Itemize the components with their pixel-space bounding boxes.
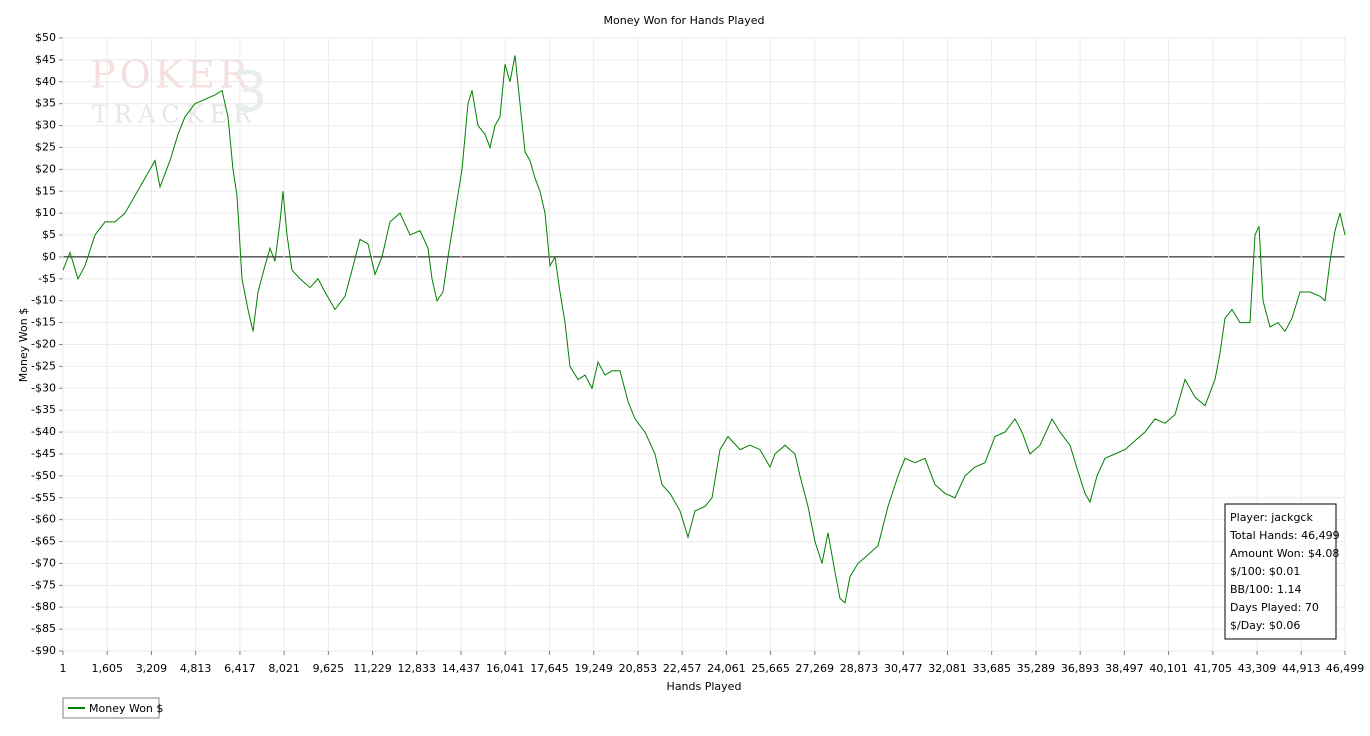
x-tick-label: 3,209 (136, 662, 168, 675)
x-tick-label: 41,705 (1194, 662, 1233, 675)
x-tick-label: 32,081 (928, 662, 967, 675)
x-tick-label: 20,853 (619, 662, 658, 675)
x-tick-label: 44,913 (1282, 662, 1321, 675)
x-tick-label: 28,873 (840, 662, 879, 675)
x-tick-label: 27,269 (796, 662, 835, 675)
y-tick-label: -$85 (31, 622, 56, 635)
x-tick-label: 14,437 (442, 662, 481, 675)
y-tick-label: -$10 (31, 294, 56, 307)
x-tick-label: 11,229 (353, 662, 392, 675)
legend-box (62, 697, 160, 719)
y-tick-label: $35 (35, 97, 56, 110)
x-tick-label: 38,497 (1105, 662, 1144, 675)
x-tick-label: 22,457 (663, 662, 702, 675)
y-tick-label: $45 (35, 53, 56, 66)
watermark: TRACKER (92, 101, 257, 129)
x-tick-label: 30,477 (884, 662, 923, 675)
x-tick-label: 9,625 (313, 662, 345, 675)
stats-line: BB/100: 1.14 (1230, 583, 1302, 596)
x-tick-label: 33,685 (972, 662, 1011, 675)
x-tick-label: 1 (60, 662, 67, 675)
x-tick-label: 19,249 (574, 662, 613, 675)
y-tick-label: $0 (42, 250, 56, 263)
y-tick-label: -$55 (31, 491, 56, 504)
y-tick-label: -$65 (31, 535, 56, 548)
y-tick-label: $30 (35, 119, 56, 132)
chart-title: Money Won for Hands Played (604, 14, 765, 27)
stats-line: Days Played: 70 (1230, 601, 1319, 614)
y-tick-label: -$75 (31, 578, 56, 591)
legend: Money Won $ (62, 697, 163, 719)
y-tick-label: -$25 (31, 359, 56, 372)
y-tick-label: $20 (35, 162, 56, 175)
y-tick-label: $15 (35, 184, 56, 197)
y-tick-label: -$30 (31, 381, 56, 394)
x-tick-label: 12,833 (398, 662, 437, 675)
y-tick-label: $50 (35, 31, 56, 44)
stats-line: Total Hands: 46,499 (1229, 529, 1340, 542)
x-tick-label: 46,499 (1326, 662, 1365, 675)
stats-frame (1224, 503, 1337, 640)
y-tick-label: $40 (35, 75, 56, 88)
y-tick-label: $10 (35, 206, 56, 219)
y-tick-label: -$90 (31, 644, 56, 657)
x-tick-label: 35,289 (1017, 662, 1056, 675)
x-tick-label: 36,893 (1061, 662, 1100, 675)
y-tick-label: -$45 (31, 447, 56, 460)
x-tick-label: 1,605 (91, 662, 123, 675)
x-tick-label: 8,021 (268, 662, 300, 675)
y-tick-label: -$60 (31, 513, 56, 526)
y-tick-label: -$5 (38, 272, 56, 285)
x-tick-label: 43,309 (1238, 662, 1277, 675)
watermark: 3 (232, 60, 268, 125)
x-axis-label: Hands Played (667, 680, 742, 693)
x-tick-label: 16,041 (486, 662, 525, 675)
y-tick-label: -$50 (31, 469, 56, 482)
stats-box: Player: jackgck Total Hands: 46,499 Amount… (1224, 503, 1340, 640)
x-tick-label: 40,101 (1149, 662, 1188, 675)
data-line (62, 55, 1346, 604)
x-tick-label: 24,061 (707, 662, 746, 675)
y-tick-label: $5 (42, 228, 56, 241)
y-axis-label: Money Won $ (17, 308, 30, 382)
x-tick-label: 6,417 (224, 662, 256, 675)
y-tick-label: -$15 (31, 316, 56, 329)
y-tick-label: -$20 (31, 338, 56, 351)
stats-line: Amount Won: $4.08 (1230, 547, 1339, 560)
watermark: POKER (90, 53, 251, 97)
y-tick-label: -$40 (31, 425, 56, 438)
stats-line: $/100: $0.01 (1230, 565, 1300, 578)
stats-line: Player: jackgck (1230, 511, 1313, 524)
stats-line: $/Day: $0.06 (1230, 619, 1300, 632)
x-tick-label: 17,645 (530, 662, 569, 675)
y-tick-label: $25 (35, 140, 56, 153)
y-tick-label: -$80 (31, 600, 56, 613)
x-tick-label: 25,665 (751, 662, 790, 675)
legend-label: Money Won $ (89, 702, 163, 715)
y-tick-label: -$35 (31, 403, 56, 416)
x-tick-label: 4,813 (180, 662, 212, 675)
y-tick-label: -$70 (31, 556, 56, 569)
